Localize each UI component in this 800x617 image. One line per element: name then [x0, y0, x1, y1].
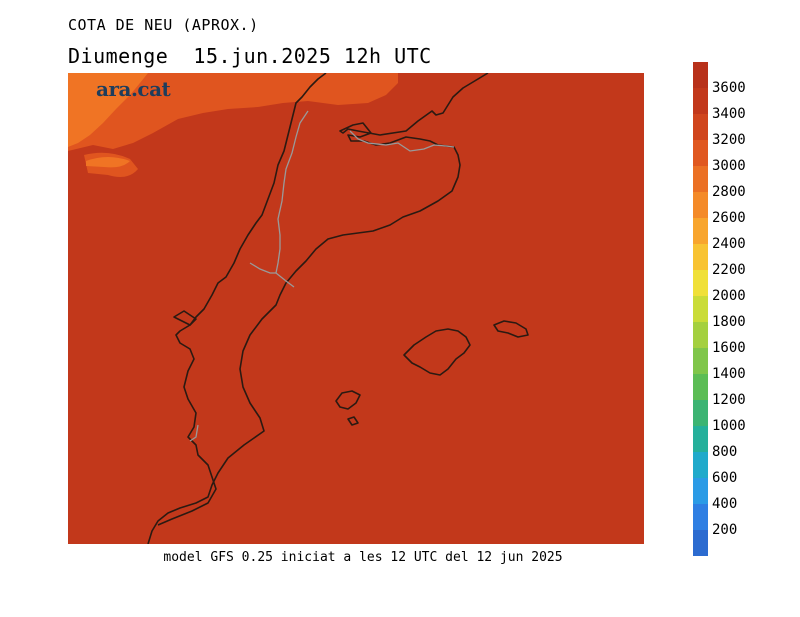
colorbar-swatch: [693, 322, 708, 348]
highest-contour-zone-small: [86, 157, 130, 168]
colorbar-swatch: [693, 478, 708, 504]
colorbar-tick-label: 1800: [712, 314, 746, 330]
island-menorca: [493, 320, 529, 338]
colorbar-swatch: [693, 400, 708, 426]
colorbar-swatch: [693, 218, 708, 244]
colorbar-swatch: [693, 166, 708, 192]
colorbar-swatch: [693, 114, 708, 140]
colorbar-tick-label: 2800: [712, 184, 746, 200]
map-svg: [68, 73, 644, 544]
colorbar-tick-label: 3000: [712, 158, 746, 174]
colorbar-tick-label: 1200: [712, 392, 746, 408]
highest-contour-zone: [68, 73, 148, 147]
colorbar-tick-label: 2400: [712, 236, 746, 252]
colorbar-swatch: [693, 374, 708, 400]
border-catalonia-aragon: [275, 110, 309, 288]
colorbar-tick-label: 800: [712, 444, 738, 460]
colorbar-swatch: [693, 192, 708, 218]
colorbar-swatch: [693, 452, 708, 478]
colorbar-tick-label: 1600: [712, 340, 746, 356]
colorbar-tick-label: 1400: [712, 366, 746, 382]
snow-level-field: [68, 73, 644, 544]
coastlines: [147, 73, 529, 544]
colorbar-tick-label: 2000: [712, 288, 746, 304]
colorbar-swatch: [693, 426, 708, 452]
brand-logo: ara.cat: [96, 77, 171, 101]
colorbar-swatch: [693, 296, 708, 322]
colorbar-swatch: [693, 140, 708, 166]
colorbar-swatch: [693, 504, 708, 530]
colorbar-tick-label: 1000: [712, 418, 746, 434]
model-info-footer: model GFS 0.25 iniciat a les 12 UTC del …: [163, 550, 563, 565]
colorbar-tick-label: 3200: [712, 132, 746, 148]
coastline-west-inlet: [173, 310, 197, 326]
colorbar-swatch: [693, 530, 708, 556]
colorbar-swatch: [693, 88, 708, 114]
colorbar-tick-label: 200: [712, 522, 738, 538]
island-mallorca: [403, 328, 471, 376]
colorbar-swatch: [693, 270, 708, 296]
colorbar-tick-label: 400: [712, 496, 738, 512]
island-formentera: [347, 416, 359, 426]
colorbar-legend: [693, 62, 708, 556]
colorbar-swatch: [693, 244, 708, 270]
colorbar-tick-label: 2200: [712, 262, 746, 278]
colorbar-tick-label: 3600: [712, 80, 746, 96]
colorbar-swatch: [693, 62, 708, 88]
chart-suptitle: COTA DE NEU (APROX.): [68, 16, 259, 34]
political-borders: [189, 110, 455, 442]
border-interior: [249, 262, 276, 274]
coastline-mainland: [147, 73, 489, 544]
colorbar-tick-label: 2600: [712, 210, 746, 226]
colorbar-tick-label: 600: [712, 470, 738, 486]
colorbar-tick-label: 3400: [712, 106, 746, 122]
higher-contour-zone: [68, 73, 398, 151]
snow-level-map: [68, 73, 644, 544]
colorbar-swatch: [693, 348, 708, 374]
border-france-spain: [349, 130, 455, 152]
island-ibiza: [335, 390, 361, 410]
border-south: [189, 424, 199, 442]
chart-title: Diumenge 15.jun.2025 12h UTC: [68, 44, 432, 68]
